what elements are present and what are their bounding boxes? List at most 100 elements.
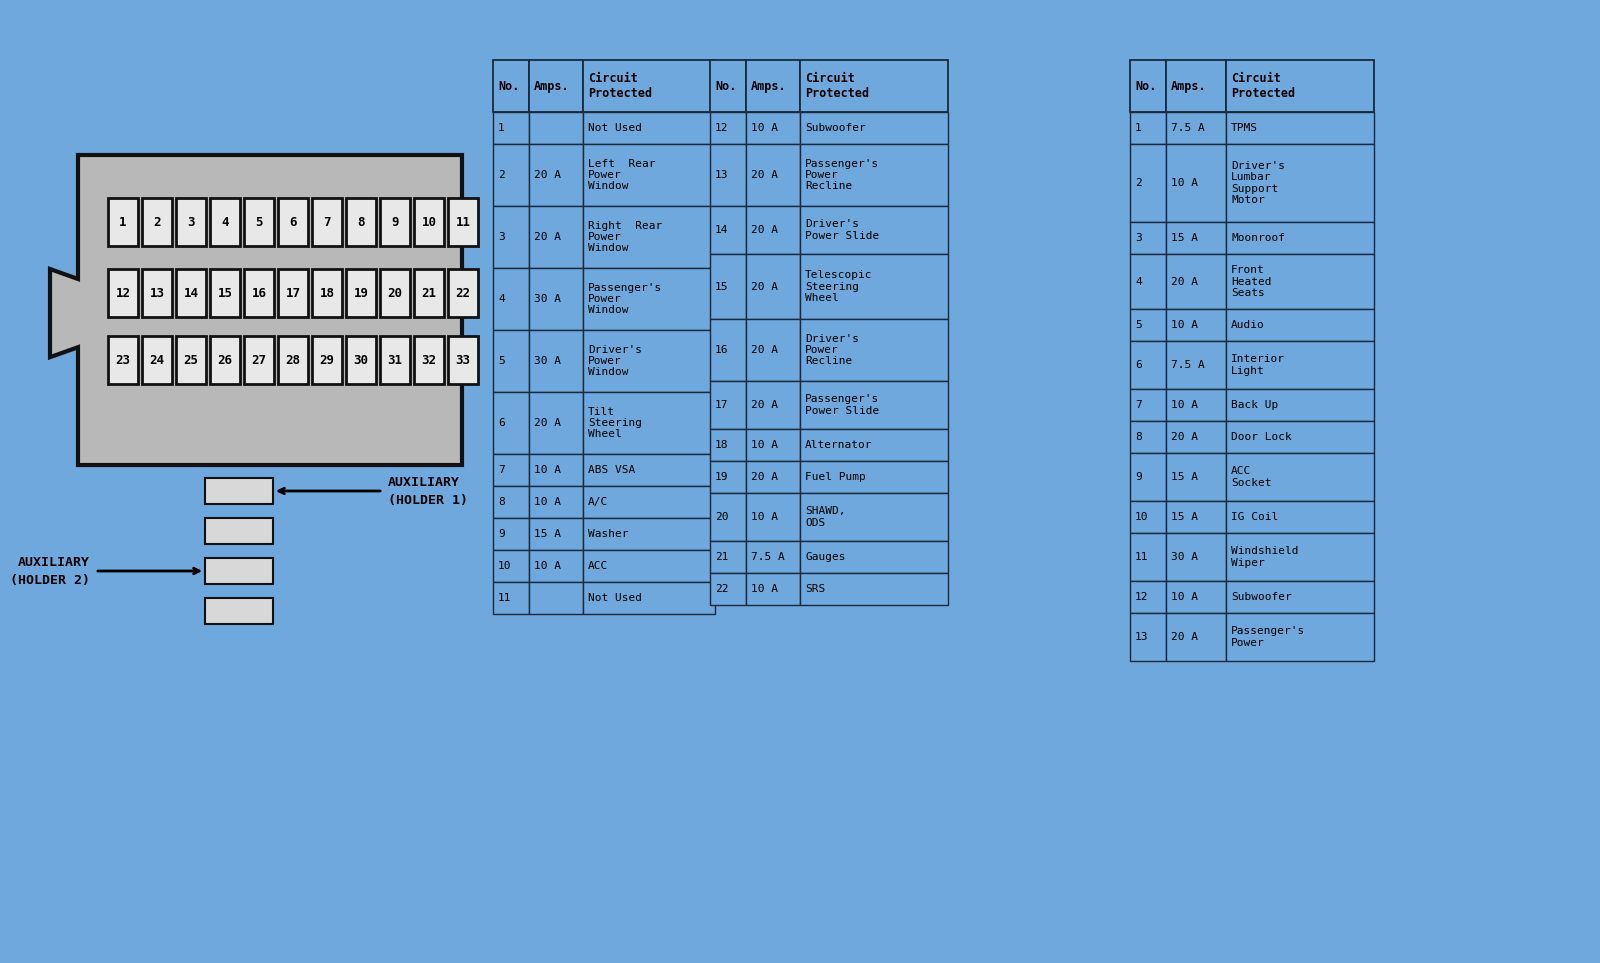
Text: 10 A: 10 A [750,440,778,450]
Bar [176,269,206,317]
Text: 20 A: 20 A [750,472,778,482]
Bar [381,336,410,384]
Bar [312,269,342,317]
Bar [710,112,746,144]
Text: 4: 4 [498,294,504,304]
Bar [243,336,274,384]
Text: 6: 6 [498,418,504,428]
Bar [746,319,800,381]
Text: 12: 12 [1134,592,1149,602]
Text: Driver's
Power Slide: Driver's Power Slide [805,220,880,241]
Text: 20 A: 20 A [750,225,778,235]
Text: Driver's
Power
Recline: Driver's Power Recline [805,334,859,366]
Text: 20 A: 20 A [750,400,778,410]
Text: Left  Rear
Power
Window: Left Rear Power Window [589,159,656,192]
Bar [800,573,947,605]
Text: 5: 5 [256,216,262,228]
Bar [710,541,746,573]
Bar [1130,60,1166,112]
Bar [710,319,746,381]
Bar [109,198,138,246]
Bar [1226,112,1374,144]
Text: 8: 8 [1134,432,1142,442]
Text: Circuit
Protected: Circuit Protected [589,72,653,100]
Bar [1226,421,1374,453]
Text: Audio: Audio [1230,320,1264,330]
Text: 8: 8 [357,216,365,228]
Bar [800,144,947,206]
Bar [448,198,478,246]
Bar [530,582,582,614]
Text: 15 A: 15 A [1171,233,1198,243]
Text: 31: 31 [387,353,403,367]
Bar [710,381,746,429]
Bar [1226,341,1374,389]
Bar [1226,501,1374,533]
Bar [1166,453,1226,501]
Text: 6: 6 [290,216,296,228]
Text: 16: 16 [251,287,267,299]
Text: 7: 7 [1134,400,1142,410]
Text: Passenger's
Power
Window: Passenger's Power Window [589,283,662,315]
Text: 14: 14 [715,225,728,235]
Bar [448,269,478,317]
Text: 17: 17 [715,400,728,410]
Text: 3: 3 [498,232,504,242]
Bar [210,336,240,384]
Bar [176,336,206,384]
Text: 1: 1 [1134,123,1142,133]
Bar [493,392,530,454]
Bar [1166,112,1226,144]
Text: 1: 1 [498,123,504,133]
Bar [1130,501,1166,533]
Bar [278,198,307,246]
Bar [493,330,530,392]
Bar [1130,421,1166,453]
Text: Amps.: Amps. [534,80,570,92]
Text: 23: 23 [115,353,131,367]
Text: Circuit
Protected: Circuit Protected [805,72,869,100]
Text: 20: 20 [387,287,403,299]
Bar [1166,144,1226,222]
Text: 2: 2 [154,216,160,228]
Bar [530,550,582,582]
Bar [582,392,715,454]
Bar [1166,254,1226,309]
Bar [176,198,206,246]
Bar [312,198,342,246]
Text: Passenger's
Power Slide: Passenger's Power Slide [805,395,880,416]
Bar [346,269,376,317]
Bar [381,269,410,317]
Text: Amps.: Amps. [750,80,787,92]
Bar [530,144,582,206]
Bar [1166,421,1226,453]
Bar [493,112,530,144]
Text: 4: 4 [1134,276,1142,287]
Text: 13: 13 [149,287,165,299]
Text: 7: 7 [323,216,331,228]
Text: 21: 21 [715,552,728,562]
Text: 9: 9 [498,529,504,539]
Text: TPMS: TPMS [1230,123,1258,133]
Text: 3: 3 [187,216,195,228]
Bar [530,268,582,330]
Bar [1226,453,1374,501]
Text: 13: 13 [715,170,728,180]
Bar [1166,309,1226,341]
Bar [530,518,582,550]
Bar [210,269,240,317]
Bar [746,60,800,112]
Bar [582,60,715,112]
Bar [746,493,800,541]
Bar [493,268,530,330]
Text: 2: 2 [498,170,504,180]
Bar [746,541,800,573]
Bar [493,60,530,112]
Text: Not Used: Not Used [589,123,642,133]
Text: 20 A: 20 A [534,418,562,428]
Bar [205,478,274,504]
Bar [414,269,445,317]
Text: Not Used: Not Used [589,593,642,603]
Bar [710,206,746,254]
Text: 15: 15 [715,281,728,292]
